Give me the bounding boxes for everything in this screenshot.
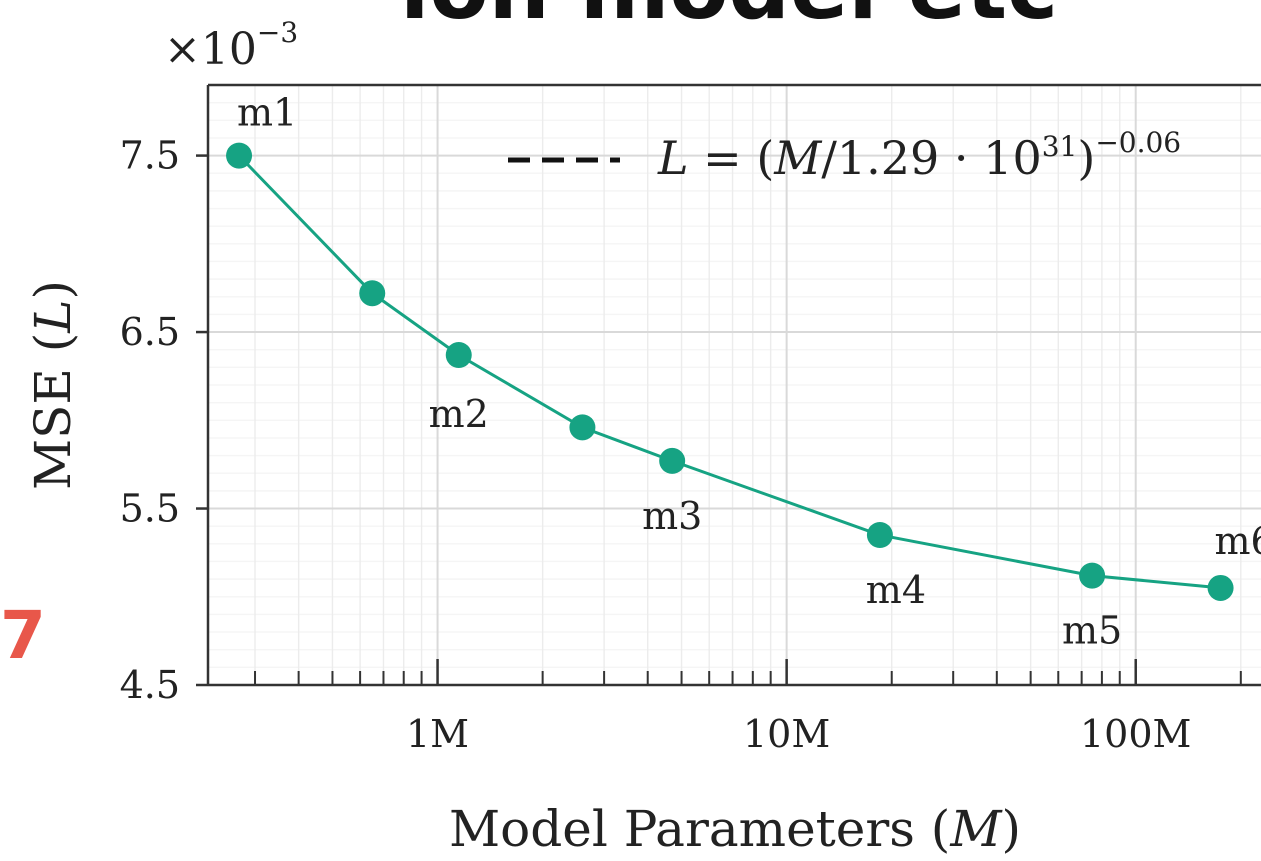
x-axis-label: Model Parameters (M) [449,800,1021,858]
point-label: m2 [429,392,489,436]
header-fragment-text: ion model etc [400,0,1058,39]
y-tick-label: 4.5 [120,663,180,707]
data-point-marker [1207,574,1234,601]
minor-gridlines [208,84,1261,685]
point-label: m4 [866,568,926,612]
data-point-marker [659,447,686,474]
data-point-marker [359,280,386,307]
y-tick-label: 5.5 [120,487,180,531]
x-tick-label: 100M [1080,712,1191,756]
data-point-marker [445,342,472,368]
point-label: m3 [642,494,702,538]
y-axis-label: MSE (L) [24,280,82,490]
data-point-marker [866,522,893,548]
point-label: m6 [1214,519,1261,563]
legend-fit-label: L = (M/1.29 · 1031)−0.06 [657,126,1181,185]
y-axis-multiplier: ×10−3 [164,16,298,75]
legend: L = (M/1.29 · 1031)−0.06 [508,126,1181,185]
mse-series-line [237,154,1221,590]
y-tick-label: 6.5 [120,310,180,354]
side-fragment-text: 7 [0,597,46,674]
x-tick-label: 1M [406,712,469,756]
point-label: m1 [237,91,297,135]
y-tick-label: 7.5 [120,134,180,178]
axis-tick-labels: 1M 10M 100M 4.5 5.5 6.5 7.5 [120,134,1192,756]
data-point-marker [226,142,253,169]
data-point-marker [1079,562,1106,589]
model-point-labels: m1 m2 m3 m4 m5 m6 [237,91,1261,653]
x-tick-label: 10M [743,712,830,756]
mse-series-points [226,142,1234,601]
point-label: m5 [1062,609,1122,653]
data-point-marker [569,414,596,441]
axis-ticks [196,154,1242,687]
